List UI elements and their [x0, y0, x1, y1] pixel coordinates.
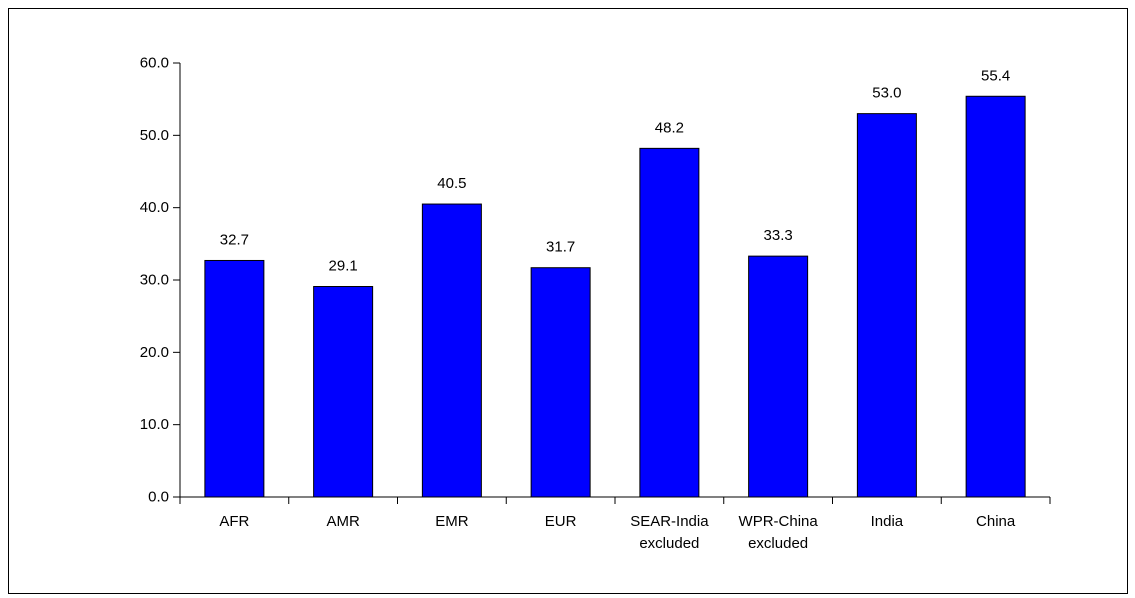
bar	[639, 147, 700, 498]
bar	[313, 286, 374, 498]
y-axis: 0.0 10.0 20.0 30.0 40.0 50.0 60.0	[140, 55, 181, 506]
y-tick-label: 50.0	[140, 127, 169, 144]
data-label: 48.2	[655, 119, 684, 136]
y-tick-label: 0.0	[148, 489, 169, 506]
bars	[204, 95, 1026, 498]
bar	[965, 95, 1026, 498]
x-category-label: EUR	[545, 513, 577, 530]
y-tick-label: 20.0	[140, 344, 169, 361]
x-category-label: SEAR-India excluded	[630, 513, 709, 552]
bar	[530, 267, 591, 498]
data-label: 31.7	[546, 239, 575, 256]
y-tick-label: 30.0	[140, 272, 169, 289]
x-category-label: China	[976, 513, 1016, 530]
bar-chart: 0.0 10.0 20.0 30.0 40.0 50.0 60.0 32.7 29.1 40.5…	[140, 55, 1051, 552]
data-labels: 32.7 29.1 40.5 31.7 48.2 33.3 53.0 55.4	[220, 67, 1010, 274]
y-tick-label: 40.0	[140, 199, 169, 216]
x-category-label: India	[871, 513, 904, 530]
bar	[421, 203, 482, 498]
x-category-label: AFR	[219, 513, 249, 530]
x-axis: AFR AMR EMR EUR SEAR-India excluded WPR-China e…	[179, 496, 1051, 552]
data-label: 33.3	[764, 227, 793, 244]
y-tick-label: 60.0	[140, 55, 169, 72]
x-category-label: AMR	[326, 513, 360, 530]
data-label: 53.0	[872, 85, 901, 102]
data-label: 32.7	[220, 231, 249, 248]
bar	[748, 255, 809, 498]
x-category-label: WPR-China excluded	[739, 513, 819, 552]
bar	[204, 259, 265, 498]
x-category-label: EMR	[435, 513, 469, 530]
y-tick-label: 10.0	[140, 416, 169, 433]
data-label: 40.5	[437, 175, 466, 192]
data-label: 55.4	[981, 67, 1010, 84]
data-label: 29.1	[329, 258, 358, 275]
bar	[856, 113, 917, 498]
chart-frame: 0.0 10.0 20.0 30.0 40.0 50.0 60.0 32.7 29.1 40.5…	[8, 8, 1128, 594]
